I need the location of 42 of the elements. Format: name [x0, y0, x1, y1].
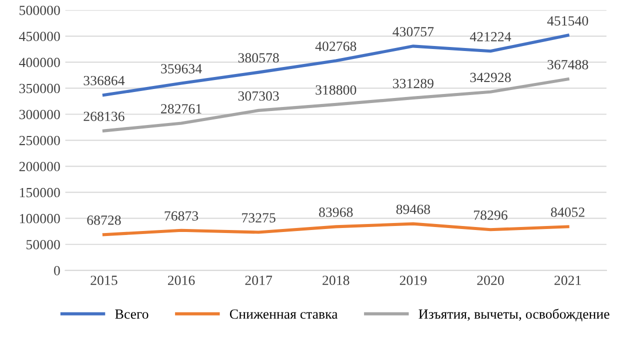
data-label: 430757 [392, 27, 434, 36]
data-label: 336864 [84, 76, 125, 86]
x-tick-label: 2016 [168, 276, 195, 286]
x-tick-label: 2020 [477, 276, 504, 286]
y-tick-label: 400000 [19, 58, 60, 68]
data-label: 83968 [319, 208, 353, 217]
data-label: 342928 [470, 72, 511, 82]
y-tick-label: 0 [54, 266, 60, 276]
y-tick-label: 100000 [20, 214, 60, 224]
data-label: 268136 [84, 112, 124, 122]
y-tick-label: 500000 [20, 6, 60, 16]
data-label: 76873 [164, 211, 198, 221]
data-label: 367488 [548, 60, 588, 70]
data-label: 84052 [550, 208, 584, 217]
data-label: 282761 [161, 104, 202, 114]
x-tick-label: 2018 [322, 276, 350, 286]
data-label: 402768 [315, 42, 356, 51]
data-label: 359634 [161, 64, 202, 74]
legend-label: Сниженная ставка [230, 309, 338, 319]
y-tick-label: 150000 [20, 188, 60, 198]
x-tick-label: 2021 [554, 276, 581, 286]
data-label: 421224 [470, 32, 512, 42]
data-label: 451540 [547, 16, 588, 26]
y-tick-label: 300000 [19, 110, 60, 120]
y-tick-label: 250000 [19, 136, 60, 146]
x-tick-label: 2015 [90, 276, 118, 286]
data-label: 307303 [238, 91, 279, 101]
legend-label: Всего [115, 310, 148, 319]
data-label: 78296 [474, 210, 508, 220]
data-label: 331289 [393, 78, 434, 88]
data-label: 89468 [396, 204, 430, 214]
legend-label: Изъятия, вычеты, освобождение [418, 308, 610, 322]
y-tick-label: 450000 [19, 32, 60, 42]
x-tick-label: 2019 [400, 276, 427, 286]
data-label: 318800 [316, 85, 356, 95]
x-tick-label: 2017 [245, 276, 272, 286]
data-label: 73275 [242, 213, 276, 222]
data-label: 68728 [87, 215, 121, 225]
y-tick-label: 50000 [26, 240, 60, 250]
data-label: 380578 [238, 53, 279, 63]
y-tick-label: 350000 [19, 84, 60, 94]
y-tick-label: 200000 [19, 162, 60, 172]
